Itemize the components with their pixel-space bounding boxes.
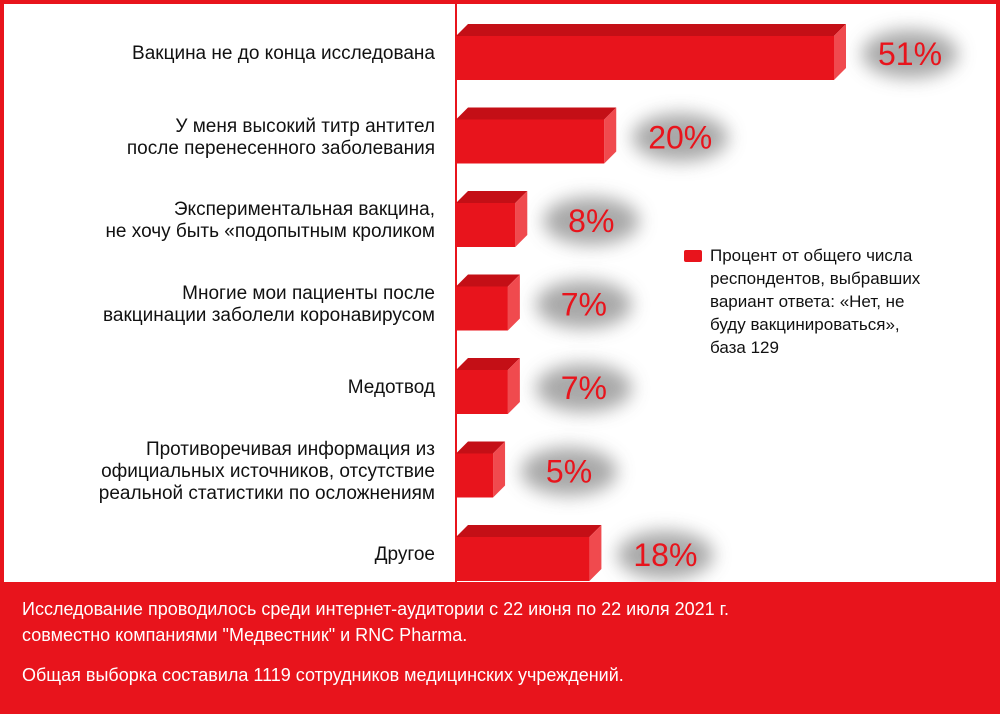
footer-line-2: совместно компаниями "Медвестник" и RNC … [22,625,468,645]
legend-swatch [684,250,702,262]
value-label-7: 18% [633,537,697,573]
legend-label: Процент от общего числа респондентов, вы… [710,246,921,357]
category-label-7: Другое [374,544,435,565]
bar-top-face [456,358,520,370]
bar-front-face [456,119,605,164]
bar-7 [456,525,602,581]
bar-top-face [456,525,602,537]
category-label-5: Медотвод [347,377,435,398]
bar-chart: 51% 20% 8% 7% 7% 5% 18% [455,4,958,582]
value-label-glow [535,364,632,412]
bar-5 [456,358,520,414]
value-label-6: 5% [546,454,592,490]
value-label-glow [521,447,618,496]
bar-1 [456,24,846,80]
footer-note: Исследование проводилось среди интернет-… [0,582,1000,714]
bar-side-face [493,441,506,498]
value-label-4: 7% [561,287,607,323]
bar-front-face [456,370,508,414]
value-label-glow [617,531,714,579]
bar-side-face [604,107,617,164]
footer-line-1: Исследование проводилось среди интернет-… [22,599,729,619]
bar-2 [456,107,617,164]
value-label-glow [632,113,729,162]
bar-side-face [589,525,602,581]
footer-line-3: Общая выборка составила 1119 сотрудников… [22,665,624,685]
value-label-glow [535,280,632,329]
bar-side-face [834,24,846,80]
bar-top-face [456,24,846,36]
bar-side-face [515,191,528,247]
category-label-2: У меня высокий титр антител после перене… [126,115,435,159]
bar-top-face [456,274,520,287]
bar-3 [456,191,528,247]
legend: Процент от общего числа респондентов, вы… [684,244,984,359]
bar-6 [456,441,506,498]
bar-front-face [456,203,516,247]
category-label-4: Многие мои пациенты после вакцинации заб… [103,282,435,326]
bar-front-face [456,537,590,581]
category-label-6: Противоречивая информация из официальных… [98,438,435,504]
value-label-3: 8% [568,203,614,239]
bar-top-face [456,107,617,120]
bar-side-face [507,274,520,331]
category-label-3: Экспериментальная вакцина, не хочу быть … [105,199,435,242]
bar-side-face [507,358,520,414]
value-label-glow [862,30,958,78]
value-label-2: 20% [648,120,712,156]
value-label-1: 51% [878,36,942,72]
bar-front-face [456,286,508,331]
bar-top-face [456,441,506,454]
bar-front-face [456,453,494,498]
bar-top-face [456,191,528,203]
bar-4 [456,274,520,331]
category-label-1: Вакцина не до конца исследована [132,43,435,64]
value-label-5: 7% [561,370,607,406]
bar-front-face [456,36,834,80]
value-label-glow [543,197,640,245]
